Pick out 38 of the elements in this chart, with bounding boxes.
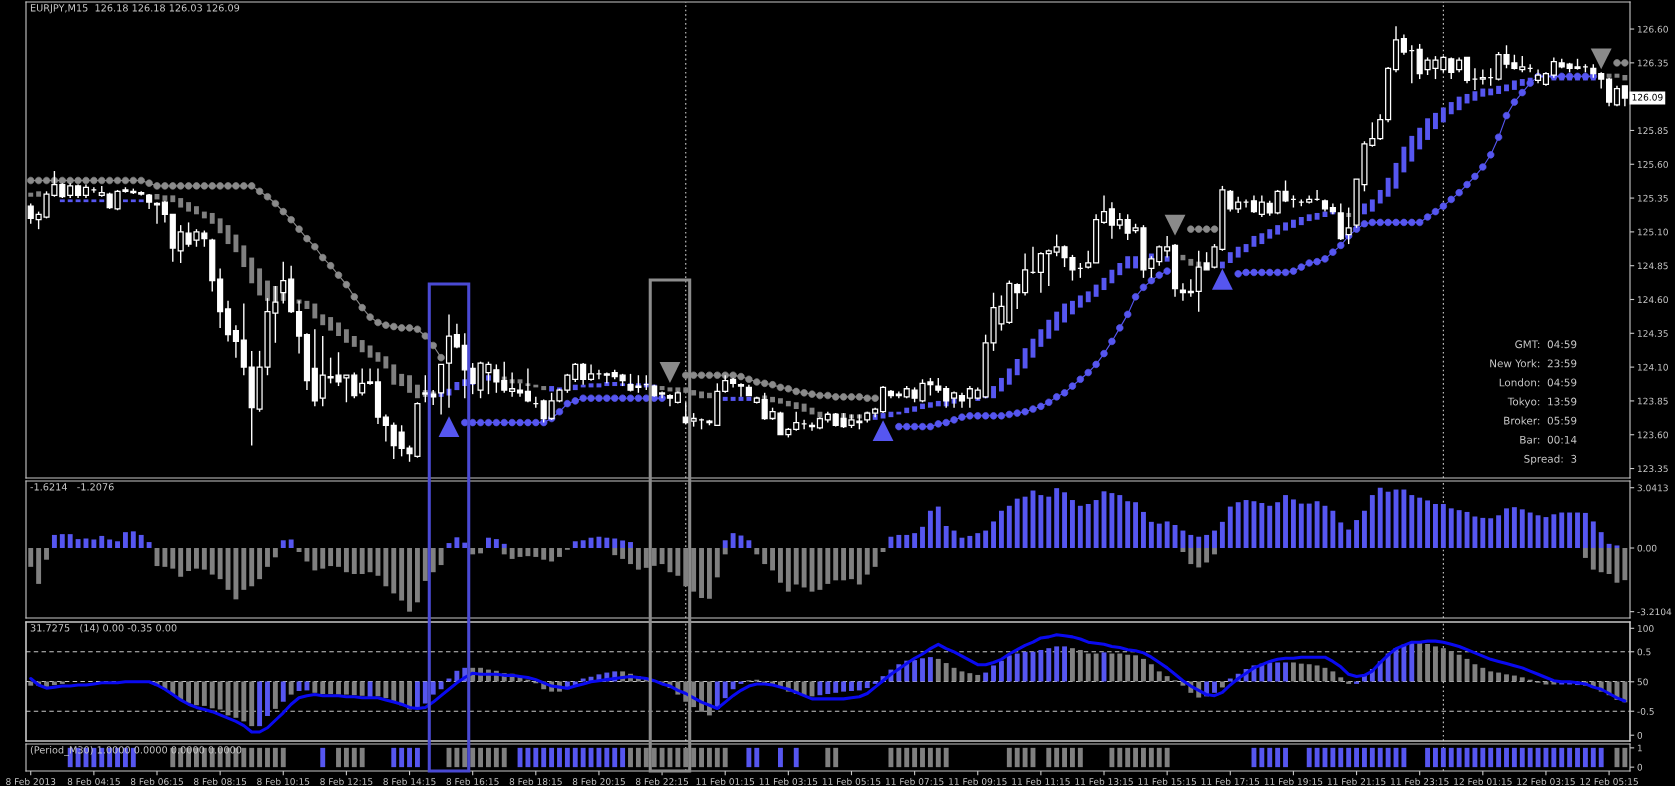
x-tick-label: 8 Feb 12:15 bbox=[320, 777, 373, 785]
x-tick-label: 11 Feb 13:15 bbox=[1075, 777, 1133, 785]
y-tick-label: -0.5 bbox=[1637, 707, 1654, 715]
x-tick-label: 11 Feb 05:15 bbox=[822, 777, 881, 785]
x-tick-label: 11 Feb 23:15 bbox=[1391, 777, 1449, 785]
x-tick-label: 11 Feb 01:15 bbox=[696, 777, 755, 785]
chart-title: 31.7275 (14) 0.00 -0.35 0.00 bbox=[30, 624, 177, 633]
x-tick-label: 8 Feb 14:15 bbox=[383, 777, 436, 785]
y-tick-label: 0.5 bbox=[1637, 648, 1651, 656]
x-tick-label: 11 Feb 21:15 bbox=[1327, 777, 1386, 785]
x-tick-label: 8 Feb 22:15 bbox=[635, 777, 689, 785]
x-tick-label: 11 Feb 11:15 bbox=[1012, 777, 1070, 785]
x-tick-label: 8 Feb 2013 bbox=[6, 777, 56, 785]
x-tick-label: 11 Feb 03:15 bbox=[759, 777, 818, 785]
x-tick-label: 8 Feb 08:15 bbox=[194, 777, 247, 785]
x-tick-label: 12 Feb 01:15 bbox=[1454, 777, 1512, 785]
x-tick-label: 8 Feb 20:15 bbox=[572, 777, 625, 785]
x-tick-label: 11 Feb 07:15 bbox=[885, 777, 944, 785]
y-tick-label: 3.0413 bbox=[1637, 484, 1668, 492]
y2-tick-label: 50 bbox=[1637, 678, 1648, 686]
y-tick-label: -3.2104 bbox=[1637, 608, 1672, 616]
x-tick-label: 12 Feb 03:15 bbox=[1517, 777, 1575, 785]
y-tick-label: 1 bbox=[1637, 744, 1642, 752]
x-tick-label: 11 Feb 19:15 bbox=[1264, 777, 1323, 785]
y2-tick-label: 100 bbox=[1637, 625, 1654, 632]
x-tick-label: 12 Feb 05:15 bbox=[1580, 777, 1638, 785]
y-tick-label: 0 bbox=[1637, 763, 1643, 771]
chart-title: -1.6214 -1.2076 bbox=[30, 483, 114, 491]
y-tick-label: 0.00 bbox=[1637, 544, 1657, 552]
x-tick-label: 8 Feb 10:15 bbox=[257, 777, 310, 785]
x-tick-label: 11 Feb 09:15 bbox=[949, 777, 1007, 785]
x-tick-label: 11 Feb 15:15 bbox=[1138, 777, 1196, 785]
x-tick-label: 8 Feb 18:15 bbox=[509, 777, 562, 785]
x-tick-label: 8 Feb 06:15 bbox=[130, 777, 183, 785]
x-tick-label: 8 Feb 04:15 bbox=[67, 777, 120, 785]
x-tick-label: 8 Feb 16:15 bbox=[446, 777, 499, 785]
x-tick-label: 11 Feb 17:15 bbox=[1201, 777, 1260, 785]
y-tick-label: 123.35 bbox=[1637, 465, 1668, 473]
